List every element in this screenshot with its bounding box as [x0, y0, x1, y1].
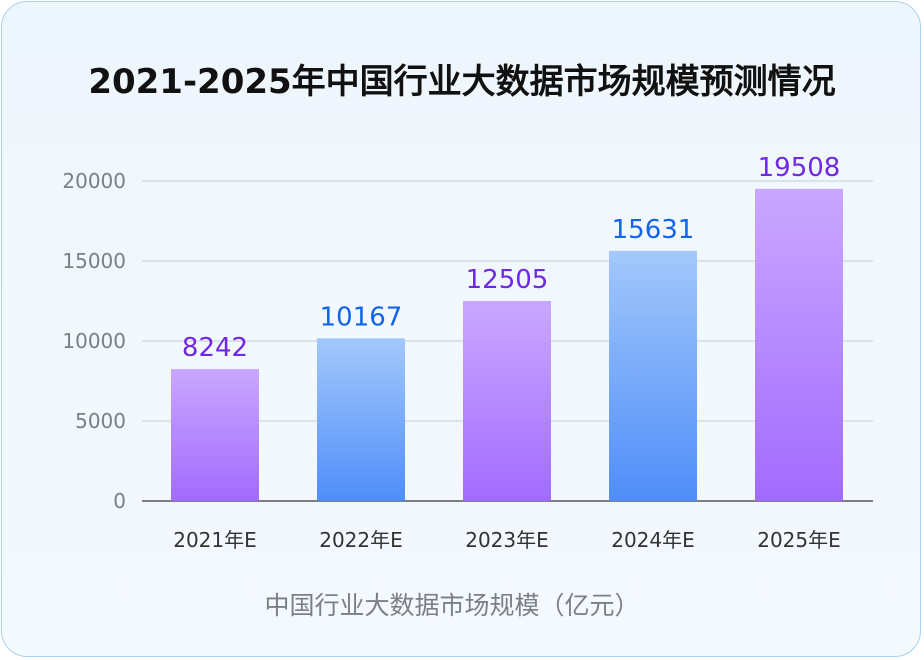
y-tick-label: 5000: [75, 409, 126, 433]
y-tick-label: 15000: [62, 249, 126, 273]
x-tick-label: 2021年E: [173, 528, 257, 552]
y-tick-label: 10000: [62, 329, 126, 353]
data-label: 10167: [320, 302, 403, 332]
chart-title: 2021-2025年中国行业大数据市场规模预测情况: [88, 62, 836, 102]
bar: [171, 369, 259, 501]
data-label: 15631: [612, 215, 695, 245]
bar: [463, 300, 551, 501]
bar: [609, 250, 697, 501]
data-label: 19508: [758, 153, 841, 183]
x-tick-label: 2025年E: [757, 528, 841, 552]
bar: [755, 188, 843, 501]
x-tick-label: 2024年E: [611, 528, 695, 552]
data-label: 12505: [466, 265, 549, 295]
y-tick-label: 0: [113, 489, 126, 513]
x-axis-title: 中国行业大数据市场规模（亿元）: [264, 591, 639, 620]
data-label: 8242: [182, 333, 248, 363]
x-tick-label: 2023年E: [465, 528, 549, 552]
bar: [317, 338, 405, 501]
x-tick-label: 2022年E: [319, 528, 403, 552]
y-tick-label: 20000: [62, 169, 126, 193]
